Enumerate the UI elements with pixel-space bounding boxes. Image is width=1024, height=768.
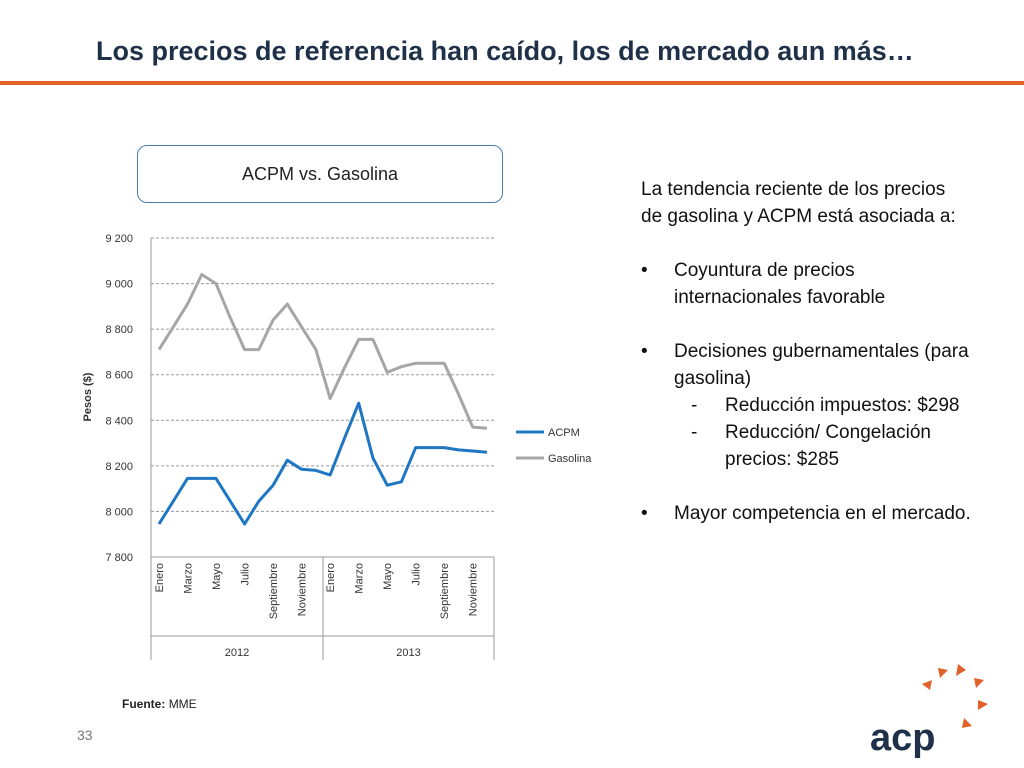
- bullet-dot-icon: •: [641, 341, 648, 362]
- y-tick-label: 8 600: [105, 370, 133, 382]
- dash-icon: -: [691, 395, 698, 416]
- chart-title: ACPM vs. Gasolina: [241, 163, 399, 184]
- y-tick-label: 8 800: [105, 324, 133, 336]
- bullet-dot-icon: •: [641, 503, 648, 524]
- x-tick-label: Julio: [411, 563, 423, 586]
- chart-title-box: ACPM vs. Gasolina: [137, 145, 503, 203]
- y-tick-label: 9 000: [105, 279, 133, 291]
- bullet-item: • Decisiones gubernamentales (para gasoli…: [641, 338, 971, 392]
- sub-bullet-item: - Reducción/ Congelación precios: $285: [641, 419, 971, 473]
- slide-title: Los precios de referencia han caído, los…: [96, 36, 914, 66]
- source-value: MME: [168, 697, 197, 711]
- y-tick-label: 8 000: [105, 506, 133, 518]
- x-tick-label: Enero: [154, 563, 166, 592]
- acp-logo: acp: [870, 664, 988, 758]
- y-tick-label: 8 200: [105, 461, 133, 473]
- legend-label: ACPM: [548, 427, 580, 439]
- x-tick-label: Noviembre: [468, 563, 480, 616]
- y-tick-label: 7 800: [105, 552, 133, 564]
- bullet-item: • Coyuntura de precios internacionales fa…: [641, 257, 971, 311]
- x-tick-label: Mayo: [211, 563, 223, 590]
- page-number: 33: [77, 727, 93, 743]
- acp-logo-text: acp: [870, 717, 935, 758]
- bullet-item: • Mayor competencia en el mercado.: [641, 500, 971, 527]
- source-label: Fuente:: [122, 697, 166, 711]
- series-line-gasolina: [157, 273, 488, 430]
- year-label: 2013: [396, 647, 420, 659]
- x-tick-label: Marzo: [354, 563, 366, 594]
- x-tick-label: Julio: [240, 563, 252, 586]
- source-note: Fuente: MME: [122, 697, 197, 711]
- title-underline: [0, 81, 1024, 85]
- legend-label: Gasolina: [548, 453, 592, 465]
- sub-bullet-item: - Reducción impuestos: $298: [641, 392, 971, 419]
- intro-text: La tendencia reciente de los precios de …: [641, 179, 956, 227]
- y-tick-label: 9 200: [105, 233, 133, 245]
- year-label: 2012: [225, 647, 249, 659]
- x-tick-label: Marzo: [183, 563, 195, 594]
- acp-logo-star-icon: [922, 664, 988, 728]
- dash-icon: -: [691, 422, 698, 443]
- y-axis-label: Pesos ($): [82, 372, 94, 421]
- x-tick-label: Mayo: [382, 563, 394, 590]
- explanation-text: La tendencia reciente de los precios de …: [641, 176, 971, 527]
- x-tick-label: Enero: [325, 563, 337, 592]
- x-tick-label: Noviembre: [297, 563, 309, 616]
- x-tick-label: Septiembre: [268, 563, 280, 619]
- bullet-dot-icon: •: [641, 260, 648, 281]
- y-tick-label: 8 400: [105, 415, 133, 427]
- series-line-acpm: [157, 401, 488, 526]
- x-tick-label: Septiembre: [439, 563, 451, 619]
